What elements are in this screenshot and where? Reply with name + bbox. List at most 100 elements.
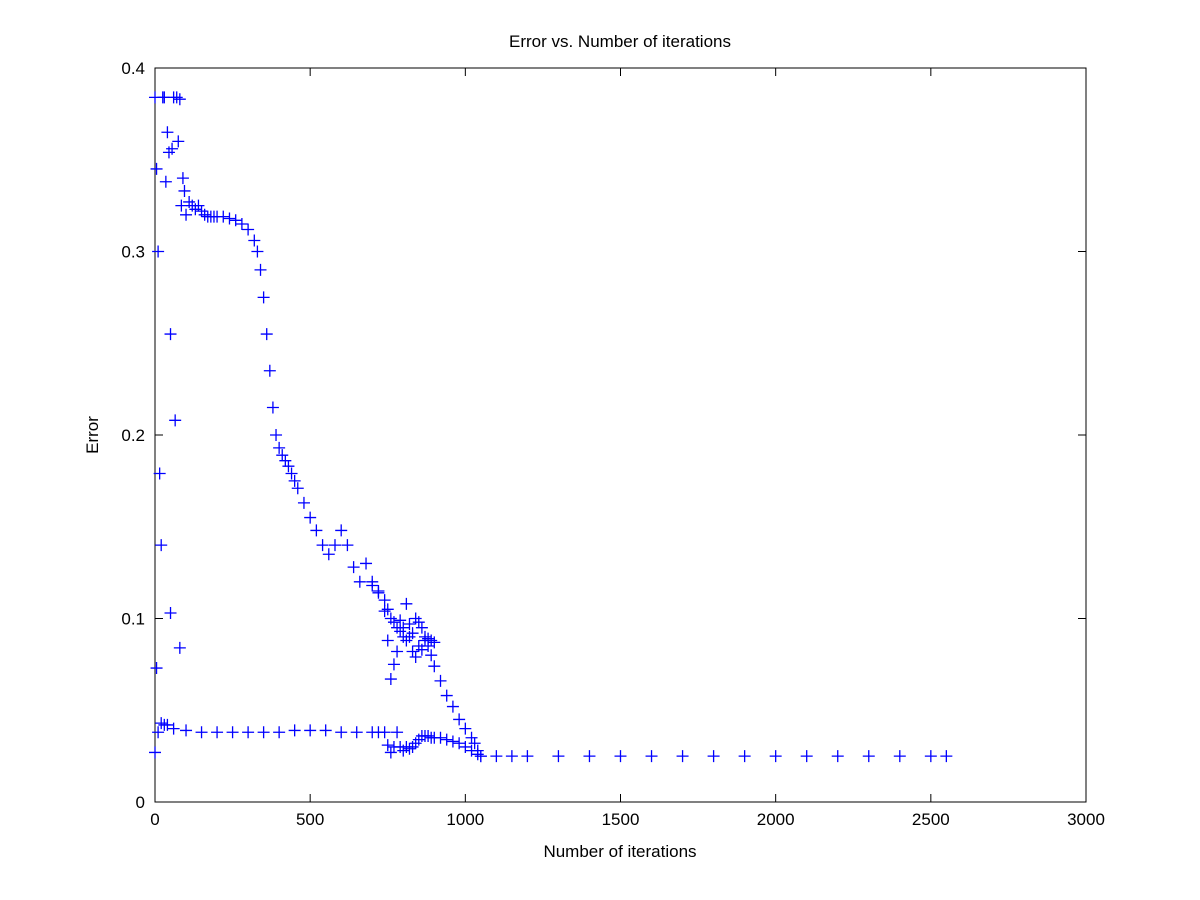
data-point: [288, 474, 301, 487]
data-point: [319, 724, 332, 737]
data-point: [161, 126, 174, 139]
data-point: [831, 750, 844, 763]
data-point: [391, 726, 404, 739]
data-point: [304, 724, 317, 737]
data-point: [446, 700, 459, 713]
data-point: [173, 93, 186, 106]
data-point: [254, 263, 267, 276]
data-point: [273, 726, 286, 739]
data-point: [229, 214, 242, 227]
data-point: [310, 524, 323, 537]
data-point: [322, 548, 335, 561]
data-point: [552, 750, 565, 763]
data-point: [266, 401, 279, 414]
data-point: [415, 643, 428, 656]
data-point: [707, 750, 720, 763]
data-point: [893, 750, 906, 763]
data-point: [415, 621, 428, 634]
y-axis-label: Error: [83, 416, 102, 454]
data-point: [176, 172, 189, 185]
data-point: [381, 603, 394, 616]
data-point: [381, 739, 394, 752]
data-point: [242, 726, 255, 739]
data-point: [166, 142, 179, 155]
data-point: [164, 606, 177, 619]
x-tick-label: 2500: [912, 810, 950, 829]
x-tick-label: 3000: [1067, 810, 1105, 829]
data-point: [360, 557, 373, 570]
data-point: [159, 175, 172, 188]
data-point: [273, 441, 286, 454]
data-point: [248, 234, 261, 247]
data-point: [434, 731, 447, 744]
x-tick-label: 1000: [446, 810, 484, 829]
data-point: [422, 632, 435, 645]
data-point: [425, 649, 438, 662]
data-point: [505, 750, 518, 763]
data-point: [409, 651, 422, 664]
data-point: [173, 641, 186, 654]
data-point: [378, 726, 391, 739]
data-point: [257, 291, 270, 304]
x-tick-label: 2000: [757, 810, 795, 829]
data-point: [394, 614, 407, 627]
data-point: [800, 750, 813, 763]
x-axis-label: Number of iterations: [543, 842, 696, 861]
data-point: [223, 212, 236, 225]
data-point: [180, 724, 193, 737]
data-point: [425, 634, 438, 647]
data-point: [406, 627, 419, 640]
data-point: [387, 616, 400, 629]
data-point: [175, 199, 188, 212]
data-point: [217, 210, 230, 223]
axis-ticks: 0 500 1000 1500 2000 2500 3000 0 0.1 0.2 0.3 0.4: [121, 59, 1105, 829]
data-point: [270, 429, 283, 441]
data-point: [170, 91, 183, 104]
data-point: [372, 586, 385, 599]
data-point: [384, 746, 397, 759]
data-point: [769, 750, 782, 763]
data-point: [434, 674, 447, 687]
y-tick-label: 0.4: [121, 59, 145, 78]
y-tick-label: 0.3: [121, 243, 145, 262]
data-point: [490, 750, 503, 763]
data-point: [862, 750, 875, 763]
data-point: [235, 217, 248, 230]
data-point: [366, 575, 379, 588]
data-point: [285, 467, 298, 480]
data-markers: [149, 91, 953, 763]
data-point: [153, 467, 166, 480]
chart-title: Error vs. Number of iterations: [509, 32, 731, 51]
data-point: [226, 726, 239, 739]
plot-area: [154, 67, 1087, 803]
data-point: [251, 245, 264, 258]
data-point: [614, 750, 627, 763]
data-point: [459, 722, 472, 735]
data-point: [384, 673, 397, 686]
data-point: [412, 616, 425, 629]
data-point: [400, 597, 413, 610]
data-point: [350, 726, 363, 739]
x-tick-label: 500: [296, 810, 324, 829]
data-point: [164, 328, 177, 341]
data-point: [335, 726, 348, 739]
data-point: [316, 539, 329, 552]
data-point: [459, 740, 472, 753]
data-point: [406, 645, 419, 658]
data-point: [422, 729, 435, 742]
data-point: [453, 713, 466, 726]
data-point: [180, 208, 193, 221]
data-point: [288, 724, 301, 737]
data-point: [169, 414, 182, 427]
data-point: [161, 718, 174, 731]
data-point: [195, 726, 208, 739]
data-point: [282, 460, 295, 473]
data-point: [211, 726, 224, 739]
data-point: [440, 733, 453, 746]
data-point: [150, 662, 163, 675]
data-point: [391, 645, 404, 658]
data-point: [257, 726, 270, 739]
data-point: [152, 726, 165, 739]
data-point: [468, 737, 481, 750]
data-point: [676, 750, 689, 763]
